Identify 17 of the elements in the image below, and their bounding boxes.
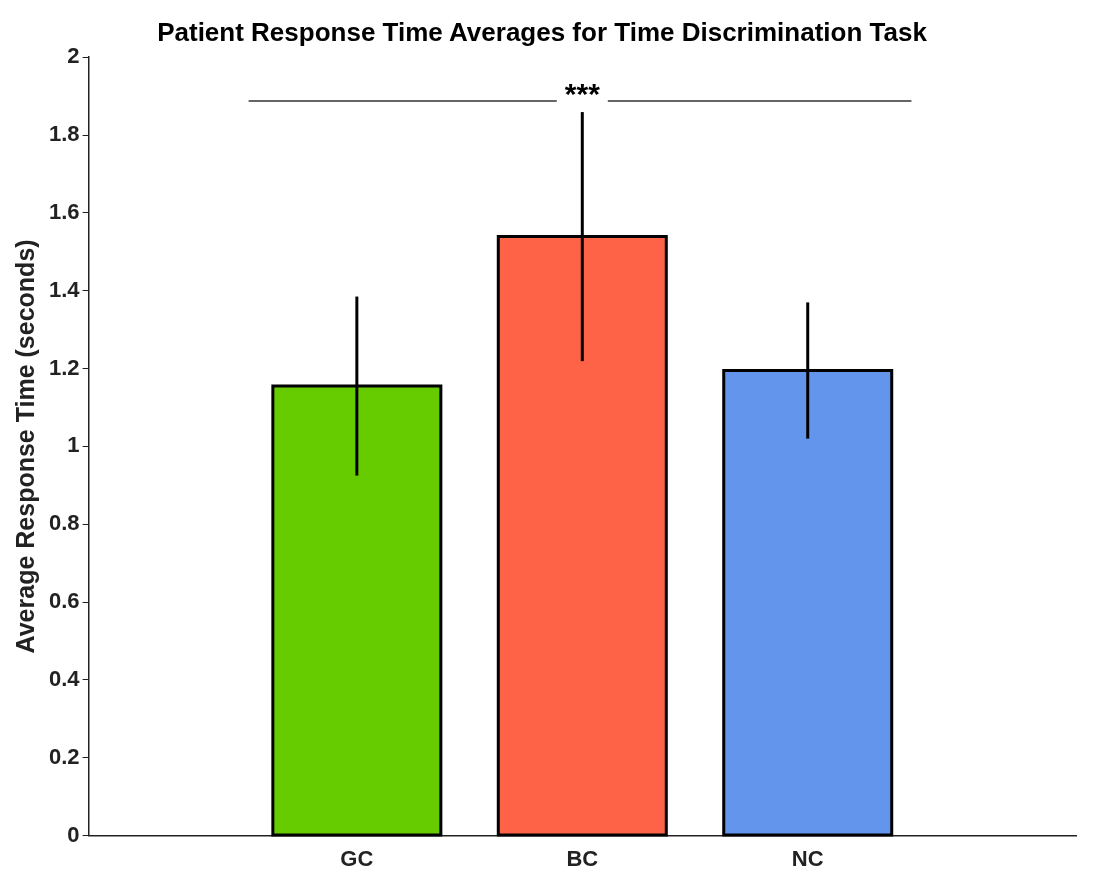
x-tick-label: GC bbox=[340, 845, 374, 871]
x-tick-label: BC bbox=[566, 845, 599, 871]
y-tick-label: 1.6 bbox=[48, 198, 80, 224]
y-tick-label: 1 bbox=[67, 432, 80, 458]
y-tick-label: 0.8 bbox=[48, 510, 80, 536]
annotation: *** bbox=[564, 77, 601, 111]
y-tick-label: 1.4 bbox=[48, 276, 81, 302]
chart-title: Patient Response Time Averages for Time Discrimination Task bbox=[157, 16, 928, 47]
y-tick-label: 0 bbox=[67, 821, 80, 847]
x-tick-label: NC bbox=[791, 845, 824, 871]
y-tick-label: 1.2 bbox=[48, 354, 80, 380]
y-tick-label: 0.4 bbox=[48, 665, 81, 691]
y-tick-label: 2 bbox=[67, 43, 80, 69]
y-tick-label: 0.2 bbox=[48, 743, 80, 769]
y-tick-label: 1.8 bbox=[48, 121, 80, 147]
y-axis-title: Average Response Time (seconds) bbox=[10, 239, 39, 654]
y-tick-label: 0.6 bbox=[48, 588, 80, 614]
